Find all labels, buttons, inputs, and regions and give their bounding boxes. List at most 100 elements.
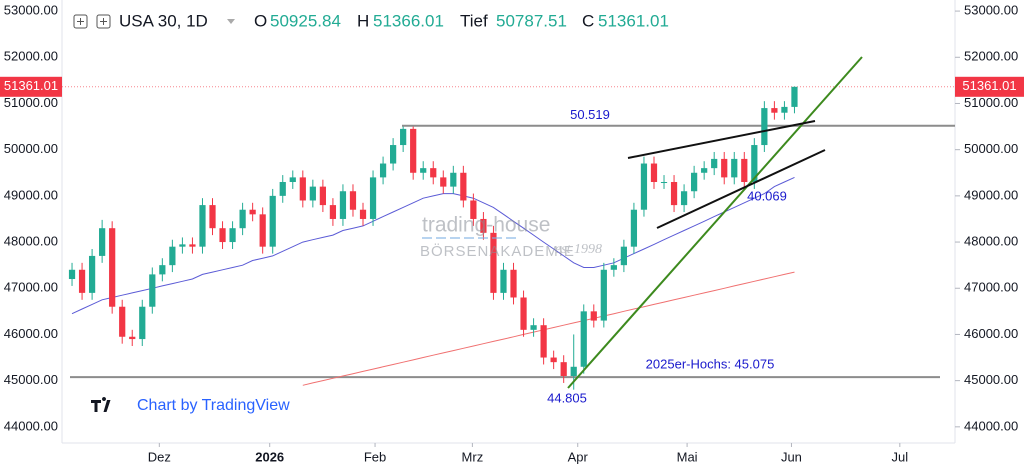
- y-tick-label: 48000.00: [4, 233, 58, 248]
- candle-body: [359, 209, 367, 219]
- candle-body: [660, 182, 668, 184]
- attribution-text[interactable]: Chart by TradingView: [137, 397, 290, 414]
- x-tick-label: Mrz: [462, 449, 484, 464]
- candle-body: [460, 172, 467, 201]
- candle-body: [68, 269, 76, 280]
- candle-body: [78, 269, 86, 293]
- candle-body: [279, 182, 286, 196]
- candle-body: [771, 108, 778, 113]
- y-tick-label: 49000.00: [4, 187, 58, 202]
- x-tick-label: Mai: [677, 449, 698, 464]
- x-tick-label: 2026: [255, 449, 284, 464]
- collapse-icon[interactable]: [73, 14, 88, 29]
- y-tick-label-right: 50000.00: [964, 141, 1018, 156]
- y-tick-label: 46000.00: [4, 326, 58, 341]
- candle-body: [520, 297, 527, 330]
- x-tick-label: Apr: [568, 449, 589, 464]
- candle-body: [209, 205, 216, 229]
- attribution: Chart by TradingView: [82, 390, 290, 420]
- candle-body: [670, 182, 678, 206]
- candle-body: [630, 209, 638, 247]
- price-tag-label: 51361.01: [962, 78, 1016, 93]
- candle-body: [109, 228, 116, 307]
- y-tick-label: 44000.00: [4, 418, 58, 433]
- candle-body: [119, 306, 126, 337]
- annotation: 40.069: [747, 188, 787, 203]
- y-tick-label-right: 47000.00: [964, 280, 1018, 295]
- y-tick-label: 47000.00: [4, 280, 58, 295]
- candle-body: [139, 306, 146, 340]
- candle-body: [610, 265, 617, 270]
- wedge-upper: [627, 120, 816, 159]
- candle-body: [259, 214, 266, 247]
- dropdown-arrow[interactable]: [227, 19, 235, 24]
- candle-body: [189, 244, 196, 247]
- candle-body: [751, 145, 758, 183]
- candle-body: [149, 274, 156, 307]
- candle-body: [430, 168, 437, 178]
- candle-body: [721, 158, 728, 178]
- y-tick-label-right: 44000.00: [964, 418, 1018, 433]
- price-tag: [0, 76, 62, 97]
- candle-body: [490, 232, 497, 293]
- y-tick-label: 45000.00: [4, 372, 58, 387]
- price-tag: [955, 76, 1024, 97]
- watermark-academy: BÖRSENAKADEMIE: [420, 242, 575, 260]
- candle-body: [99, 228, 106, 256]
- symbol[interactable]: USA 30, 1D: [119, 11, 208, 30]
- add-icon[interactable]: [96, 14, 111, 29]
- candle-body: [640, 163, 648, 210]
- candle-body: [731, 158, 738, 178]
- candle-body: [570, 366, 577, 377]
- candle-body: [791, 86, 798, 107]
- candle-body: [289, 177, 296, 183]
- candle-body: [319, 186, 326, 206]
- watermark-since: est 1998: [555, 242, 602, 257]
- close-label: C: [582, 11, 594, 30]
- tv-logo[interactable]: [91, 397, 111, 412]
- level-label: 2025er-Hochs: 45.075: [646, 357, 775, 372]
- y-tick-label: 51000.00: [4, 95, 58, 110]
- candle-body: [550, 357, 557, 363]
- candle-body: [680, 191, 688, 206]
- candle-body: [129, 336, 136, 340]
- candle-body: [450, 172, 457, 187]
- tv-logo-bg: [82, 390, 118, 420]
- candle-body: [600, 269, 607, 321]
- candle-body: [701, 168, 708, 173]
- candle-body: [179, 244, 186, 247]
- candle-body: [540, 325, 547, 358]
- candle-body: [741, 158, 748, 183]
- low-label: Tief: [460, 11, 488, 30]
- y-tick-label: 53000.00: [4, 3, 58, 18]
- candle-body: [400, 128, 407, 146]
- y-tick-label-right: 53000.00: [964, 3, 1018, 18]
- candle-body: [390, 145, 397, 164]
- y-tick-label-right: 52000.00: [964, 49, 1018, 64]
- candle-body: [349, 191, 357, 210]
- candle-body: [379, 163, 387, 178]
- open-label: O: [254, 11, 267, 30]
- candle-body: [691, 172, 698, 192]
- candle-body: [560, 362, 567, 377]
- trendlines: [567, 56, 863, 389]
- header: USA 30, 1D O 50925.84 H 51366.01 Tief 50…: [73, 11, 669, 30]
- candle-body: [761, 108, 768, 146]
- moving-average: [302, 271, 795, 386]
- candle-body: [590, 311, 597, 321]
- y-tick-label: 50000.00: [4, 141, 58, 156]
- y-tick-label-right: 49000.00: [964, 187, 1018, 202]
- candle-body: [329, 205, 337, 219]
- open-value: 50925.84: [270, 11, 341, 30]
- low-value: 50787.51: [496, 11, 567, 30]
- level-label: 50.519: [570, 107, 610, 122]
- candle-body: [269, 195, 276, 247]
- moving-average: [71, 176, 795, 315]
- watermark-brand: trading-house: [422, 214, 550, 237]
- x-tick-label: Dez: [148, 449, 171, 464]
- candle-body: [650, 163, 658, 183]
- support-trendline: [567, 56, 863, 389]
- candle-body: [309, 186, 316, 201]
- candle-body: [229, 228, 236, 243]
